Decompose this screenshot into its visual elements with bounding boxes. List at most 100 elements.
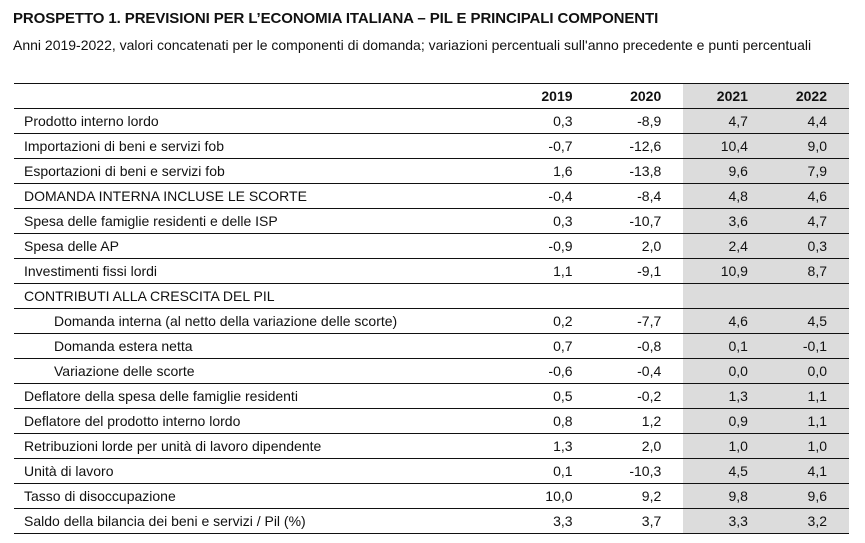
value-cell-2022: 8,7 [769, 258, 849, 284]
value-cell-2021: 4,5 [683, 458, 770, 484]
header-year-2022: 2022 [769, 83, 849, 109]
value-cell-2019: 0,3 [494, 208, 590, 234]
row-label: DOMANDA INTERNA INCLUSE LE SCORTE [14, 183, 495, 209]
value-cell-2019: -0,6 [494, 358, 590, 384]
table-row: Deflatore della spesa delle famiglie res… [14, 383, 849, 409]
value-cell-2021: 3,3 [683, 508, 770, 534]
value-cell-2022: 1,1 [769, 408, 849, 434]
value-cell-2021: 4,8 [683, 183, 770, 209]
value-cell-2020: -8,9 [589, 108, 684, 134]
value-cell-2021: 0,9 [683, 408, 770, 434]
row-label: Variazione delle scorte [14, 358, 495, 384]
value-cell-2022: 0,0 [769, 358, 849, 384]
value-cell-2020: 1,2 [589, 408, 684, 434]
table-row: Saldo della bilancia dei beni e servizi … [14, 508, 849, 534]
value-cell-2020: 2,0 [589, 433, 684, 459]
forecast-table: 2019 2020 2021 2022 Prodotto interno lor… [14, 83, 849, 534]
row-label: Spesa delle AP [14, 233, 495, 259]
table-row: Esportazioni di beni e servizi fob 1,6 -13… [14, 158, 849, 184]
value-cell-2020: -0,8 [589, 333, 684, 359]
table-row: Domanda interna (al netto della variazio… [14, 308, 849, 334]
value-cell-2021: 9,8 [683, 483, 770, 509]
value-cell-2020: 9,2 [589, 483, 684, 509]
value-cell-2022 [769, 283, 849, 309]
table-row: Prodotto interno lordo 0,3 -8,9 4,7 4,4 [14, 108, 849, 134]
header-year-2019: 2019 [494, 83, 590, 109]
value-cell-2021: 4,7 [683, 108, 770, 134]
table-row: Tasso di disoccupazione 10,0 9,2 9,8 9,6 [14, 483, 849, 509]
table-row: Spesa delle famiglie residenti e delle I… [14, 208, 849, 234]
row-label: Domanda interna (al netto della variazio… [14, 308, 495, 334]
row-label: Unità di lavoro [14, 458, 495, 484]
row-label: Spesa delle famiglie residenti e delle I… [14, 208, 495, 234]
value-cell-2021: 0,0 [683, 358, 770, 384]
value-cell-2021: 10,4 [683, 133, 770, 159]
header-label-cell [14, 83, 495, 109]
value-cell-2019: 1,3 [494, 433, 590, 459]
value-cell-2020: -13,8 [589, 158, 684, 184]
table-title: PROSPETTO 1. PREVISIONI PER L’ECONOMIA I… [13, 10, 659, 27]
table-header-row: 2019 2020 2021 2022 [14, 83, 849, 109]
table-row: Spesa delle AP -0,9 2,0 2,4 0,3 [14, 233, 849, 259]
table-subtitle: Anni 2019-2022, valori concatenati per l… [13, 37, 812, 53]
table-row: Investimenti fissi lordi 1,1 -9,1 10,9 8,7 [14, 258, 849, 284]
value-cell-2019: 1,6 [494, 158, 590, 184]
value-cell-2020: -9,1 [589, 258, 684, 284]
value-cell-2021: 1,0 [683, 433, 770, 459]
row-label: Domanda estera netta [14, 333, 495, 359]
value-cell-2019: 0,5 [494, 383, 590, 409]
row-label: Tasso di disoccupazione [14, 483, 495, 509]
header-year-2020: 2020 [589, 83, 684, 109]
table-row: Unità di lavoro 0,1 -10,3 4,5 4,1 [14, 458, 849, 484]
value-cell-2022: 0,3 [769, 233, 849, 259]
row-label: CONTRIBUTI ALLA CRESCITA DEL PIL [14, 283, 495, 309]
value-cell-2020: -8,4 [589, 183, 684, 209]
value-cell-2022: 4,1 [769, 458, 849, 484]
table-row: CONTRIBUTI ALLA CRESCITA DEL PIL [14, 283, 849, 309]
value-cell-2022: 4,7 [769, 208, 849, 234]
value-cell-2019: 0,1 [494, 458, 590, 484]
value-cell-2021: 3,6 [683, 208, 770, 234]
value-cell-2019: 3,3 [494, 508, 590, 534]
table-row: Domanda estera netta 0,7 -0,8 0,1 -0,1 [14, 333, 849, 359]
row-label: Deflatore della spesa delle famiglie res… [14, 383, 495, 409]
row-label: Prodotto interno lordo [14, 108, 495, 134]
value-cell-2022: 1,1 [769, 383, 849, 409]
table-row: Importazioni di beni e servizi fob -0,7 -1… [14, 133, 849, 159]
value-cell-2022: 4,4 [769, 108, 849, 134]
value-cell-2021: 4,6 [683, 308, 770, 334]
value-cell-2022: 9,0 [769, 133, 849, 159]
value-cell-2021 [683, 283, 770, 309]
table-row: Deflatore del prodotto interno lordo 0,8 1… [14, 408, 849, 434]
value-cell-2020: -10,3 [589, 458, 684, 484]
value-cell-2020: -12,6 [589, 133, 684, 159]
value-cell-2020: -0,4 [589, 358, 684, 384]
table-body: Prodotto interno lordo 0,3 -8,9 4,7 4,4 Impor… [14, 108, 849, 534]
value-cell-2019: -0,9 [494, 233, 590, 259]
value-cell-2021: 2,4 [683, 233, 770, 259]
value-cell-2022: 9,6 [769, 483, 849, 509]
row-label: Investimenti fissi lordi [14, 258, 495, 284]
row-label: Importazioni di beni e servizi fob [14, 133, 495, 159]
value-cell-2020: -10,7 [589, 208, 684, 234]
value-cell-2019: 10,0 [494, 483, 590, 509]
value-cell-2022: 4,6 [769, 183, 849, 209]
table-row: DOMANDA INTERNA INCLUSE LE SCORTE -0,4 -8,… [14, 183, 849, 209]
value-cell-2019: 0,7 [494, 333, 590, 359]
value-cell-2019: -0,4 [494, 183, 590, 209]
value-cell-2021: 1,3 [683, 383, 770, 409]
value-cell-2021: 10,9 [683, 258, 770, 284]
value-cell-2019 [494, 283, 590, 309]
row-label: Deflatore del prodotto interno lordo [14, 408, 495, 434]
value-cell-2019: -0,7 [494, 133, 590, 159]
value-cell-2020 [589, 283, 684, 309]
value-cell-2022: 3,2 [769, 508, 849, 534]
value-cell-2022: 1,0 [769, 433, 849, 459]
table-row: Retribuzioni lorde per unità di lavoro d… [14, 433, 849, 459]
value-cell-2022: -0,1 [769, 333, 849, 359]
row-label: Saldo della bilancia dei beni e servizi … [14, 508, 495, 534]
table-row: Variazione delle scorte -0,6 -0,4 0,0 0,0 [14, 358, 849, 384]
value-cell-2020: 3,7 [589, 508, 684, 534]
value-cell-2019: 0,2 [494, 308, 590, 334]
value-cell-2022: 4,5 [769, 308, 849, 334]
